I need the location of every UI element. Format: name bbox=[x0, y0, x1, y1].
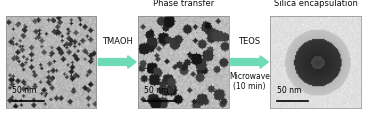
Text: Microwave
(10 min): Microwave (10 min) bbox=[229, 72, 270, 91]
Text: Silica encapsulation: Silica encapsulation bbox=[274, 0, 358, 8]
Text: Phase transfer: Phase transfer bbox=[153, 0, 214, 8]
Text: TMAOH: TMAOH bbox=[102, 37, 133, 46]
Text: TEOS: TEOS bbox=[239, 37, 260, 46]
FancyArrow shape bbox=[98, 56, 136, 68]
FancyArrow shape bbox=[231, 56, 268, 68]
